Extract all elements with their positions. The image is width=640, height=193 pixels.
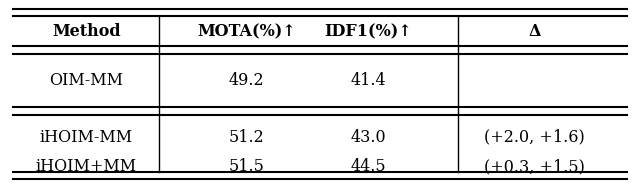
Text: 41.4: 41.4 (350, 72, 386, 89)
Text: 49.2: 49.2 (228, 72, 264, 89)
Text: IDF1(%)↑: IDF1(%)↑ (324, 23, 412, 40)
Text: (+2.0, +1.6): (+2.0, +1.6) (484, 129, 585, 146)
Text: iHOIM-MM: iHOIM-MM (40, 129, 133, 146)
Text: OIM-MM: OIM-MM (49, 72, 124, 89)
Text: MOTA(%)↑: MOTA(%)↑ (197, 23, 296, 40)
Text: 43.0: 43.0 (350, 129, 386, 146)
Text: Δ: Δ (528, 23, 541, 40)
Text: (+0.3, +1.5): (+0.3, +1.5) (484, 158, 585, 175)
Text: iHOIM+MM: iHOIM+MM (36, 158, 137, 175)
Text: 51.2: 51.2 (228, 129, 264, 146)
Text: 44.5: 44.5 (350, 158, 386, 175)
Text: Method: Method (52, 23, 121, 40)
Text: 51.5: 51.5 (228, 158, 264, 175)
